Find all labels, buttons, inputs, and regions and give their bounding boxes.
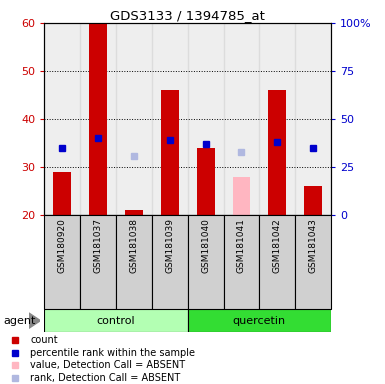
Text: quercetin: quercetin <box>233 316 286 326</box>
Text: GSM181041: GSM181041 <box>237 218 246 273</box>
Text: GSM180920: GSM180920 <box>58 218 67 273</box>
Bar <box>53 172 71 215</box>
Bar <box>44 309 188 332</box>
Text: GSM181038: GSM181038 <box>129 218 139 273</box>
Bar <box>89 23 107 215</box>
Bar <box>188 23 224 215</box>
Bar <box>304 186 322 215</box>
Bar <box>116 215 152 309</box>
Bar <box>188 309 331 332</box>
Bar <box>44 23 80 215</box>
Text: value, Detection Call = ABSENT: value, Detection Call = ABSENT <box>30 360 186 370</box>
Text: rank, Detection Call = ABSENT: rank, Detection Call = ABSENT <box>30 373 181 383</box>
Bar <box>233 177 250 215</box>
Bar <box>224 215 259 309</box>
Text: count: count <box>30 335 58 345</box>
Bar <box>80 215 116 309</box>
Text: GSM181037: GSM181037 <box>94 218 102 273</box>
Bar <box>80 23 116 215</box>
Text: percentile rank within the sample: percentile rank within the sample <box>30 348 195 358</box>
Bar <box>125 210 143 215</box>
Bar <box>152 23 188 215</box>
Text: GSM181040: GSM181040 <box>201 218 210 273</box>
Bar <box>259 23 295 215</box>
Bar <box>188 215 224 309</box>
Bar <box>295 23 331 215</box>
Text: GSM181042: GSM181042 <box>273 218 282 273</box>
Text: control: control <box>97 316 135 326</box>
Bar <box>161 90 179 215</box>
Bar <box>224 23 259 215</box>
Bar <box>152 215 188 309</box>
Polygon shape <box>29 313 40 328</box>
Bar <box>44 215 80 309</box>
Text: GSM181039: GSM181039 <box>165 218 174 273</box>
Title: GDS3133 / 1394785_at: GDS3133 / 1394785_at <box>110 9 265 22</box>
Bar <box>197 148 214 215</box>
Bar <box>116 23 152 215</box>
Bar <box>259 215 295 309</box>
Bar <box>268 90 286 215</box>
Text: GSM181043: GSM181043 <box>309 218 318 273</box>
Text: agent: agent <box>4 316 36 326</box>
Bar <box>295 215 331 309</box>
